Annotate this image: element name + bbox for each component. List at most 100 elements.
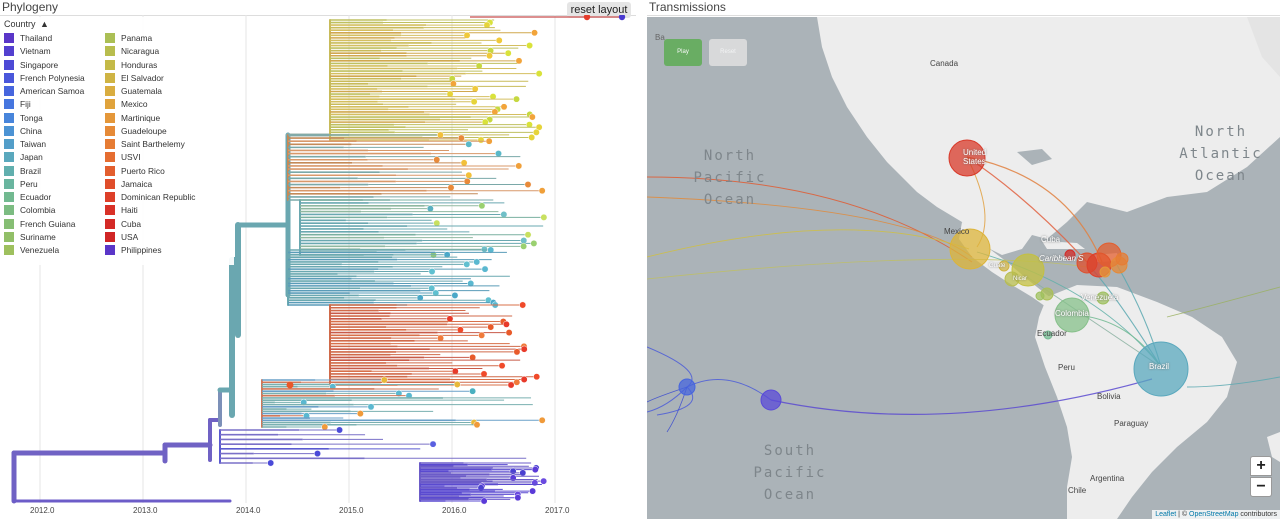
tip-node[interactable]: [498, 362, 506, 370]
legend-item[interactable]: Mexico: [105, 99, 148, 111]
legend-item[interactable]: Venezuela: [4, 245, 59, 257]
legend-item[interactable]: Singapore: [4, 59, 58, 72]
tip-node[interactable]: [483, 21, 491, 29]
legend-item[interactable]: Jamaica: [105, 178, 152, 191]
country-circle-nicaragua[interactable]: [1004, 271, 1020, 287]
tip-node[interactable]: [524, 231, 532, 239]
tree-canvas[interactable]: [0, 15, 640, 519]
tip-node[interactable]: [486, 52, 493, 60]
tip-node[interactable]: [477, 484, 485, 492]
tip-node[interactable]: [618, 15, 626, 21]
legend-item[interactable]: China: [4, 125, 42, 138]
tip-node[interactable]: [520, 345, 528, 353]
tip-node[interactable]: [509, 474, 517, 482]
legend-item[interactable]: Haiti: [105, 205, 138, 217]
tip-node[interactable]: [367, 403, 375, 411]
tip-node[interactable]: [478, 202, 486, 210]
tip-node[interactable]: [395, 389, 403, 397]
tip-node[interactable]: [485, 137, 493, 145]
tip-node[interactable]: [509, 467, 517, 475]
leaflet-link[interactable]: Leaflet: [1155, 511, 1177, 518]
tip-node[interactable]: [475, 62, 483, 70]
tip-node[interactable]: [465, 171, 473, 179]
tip-node[interactable]: [526, 42, 534, 49]
legend-item[interactable]: Honduras: [105, 59, 157, 72]
legend-header[interactable]: Country ▲: [4, 19, 49, 29]
zoom-in-button[interactable]: +: [1250, 456, 1272, 476]
tip-node[interactable]: [457, 134, 465, 142]
legend-item[interactable]: Panama: [105, 33, 152, 45]
legend-item[interactable]: Tonga: [4, 112, 43, 125]
legend-item[interactable]: French Guiana: [4, 218, 75, 231]
tip-node[interactable]: [473, 421, 481, 429]
legend-item[interactable]: French Polynesia: [4, 72, 85, 85]
tip-node[interactable]: [336, 426, 343, 434]
chevron-up-icon[interactable]: ▲: [40, 19, 49, 29]
tip-node[interactable]: [470, 98, 478, 106]
legend-item[interactable]: Ecuador: [4, 192, 51, 204]
tip-node[interactable]: [446, 90, 454, 98]
tip-node[interactable]: [321, 423, 329, 431]
tip-node[interactable]: [433, 219, 441, 227]
tip-node[interactable]: [513, 348, 521, 356]
tip-node[interactable]: [531, 466, 539, 474]
tip-node[interactable]: [491, 108, 499, 116]
tip-node[interactable]: [504, 49, 512, 57]
tip-node[interactable]: [540, 477, 548, 485]
country-circle-usa[interactable]: [948, 139, 986, 177]
legend-item[interactable]: Dominican Republic: [105, 192, 195, 204]
play-button[interactable]: Play: [664, 39, 702, 66]
legend-item[interactable]: Brazil: [4, 165, 41, 178]
legend-item[interactable]: Saint Barthelemy: [105, 139, 185, 151]
tip-node[interactable]: [538, 416, 546, 424]
tip-node[interactable]: [535, 70, 543, 78]
map-canvas[interactable]: [647, 17, 1280, 519]
country-circle-cuba[interactable]: [1064, 249, 1076, 261]
tip-node[interactable]: [428, 284, 436, 292]
tip-node[interactable]: [469, 353, 477, 361]
country-circle-guatemala[interactable]: [1011, 253, 1045, 287]
tip-node[interactable]: [465, 140, 473, 148]
tip-node[interactable]: [451, 367, 459, 375]
tip-node[interactable]: [429, 440, 437, 448]
tip-node[interactable]: [533, 373, 541, 381]
tip-node[interactable]: [416, 294, 424, 302]
tip-node[interactable]: [481, 265, 489, 273]
tip-node[interactable]: [449, 80, 457, 88]
tip-node[interactable]: [463, 260, 471, 268]
tip-node[interactable]: [380, 376, 388, 384]
tip-node[interactable]: [463, 177, 471, 185]
country-circle-ecuador[interactable]: [1043, 330, 1053, 340]
tip-node[interactable]: [356, 410, 364, 418]
tip-node[interactable]: [529, 487, 537, 495]
tip-node[interactable]: [487, 323, 495, 331]
tip-node[interactable]: [432, 289, 440, 297]
legend-item[interactable]: Guadeloupe: [105, 125, 167, 138]
tip-node[interactable]: [530, 239, 538, 247]
tip-node[interactable]: [507, 381, 515, 389]
tip-node[interactable]: [520, 237, 528, 244]
reset-map-button[interactable]: Reset: [709, 39, 747, 66]
tip-node[interactable]: [520, 376, 528, 383]
tip-node[interactable]: [515, 162, 523, 170]
country-circle-venezuela-west[interactable]: [1035, 291, 1045, 301]
legend-item[interactable]: Philippines: [105, 245, 162, 257]
tip-node[interactable]: [314, 450, 321, 458]
tip-node[interactable]: [477, 136, 485, 144]
legend-item[interactable]: American Samoa: [4, 86, 84, 98]
legend-item[interactable]: Suriname: [4, 231, 56, 244]
tip-node[interactable]: [502, 320, 510, 328]
legend-item[interactable]: Vietnam: [4, 46, 51, 58]
tip-node[interactable]: [519, 301, 527, 309]
legend-item[interactable]: Guatemala: [105, 86, 162, 98]
zoom-out-button[interactable]: −: [1250, 477, 1272, 497]
legend-item[interactable]: El Salvador: [105, 72, 164, 85]
country-circle-martinique[interactable]: [1099, 266, 1111, 278]
legend-item[interactable]: Colombia: [4, 205, 55, 217]
tip-node[interactable]: [451, 291, 459, 299]
tip-node[interactable]: [528, 133, 536, 141]
tip-node[interactable]: [437, 334, 444, 342]
tip-node[interactable]: [500, 211, 508, 218]
tip-node[interactable]: [531, 29, 538, 37]
tip-node[interactable]: [519, 469, 527, 477]
